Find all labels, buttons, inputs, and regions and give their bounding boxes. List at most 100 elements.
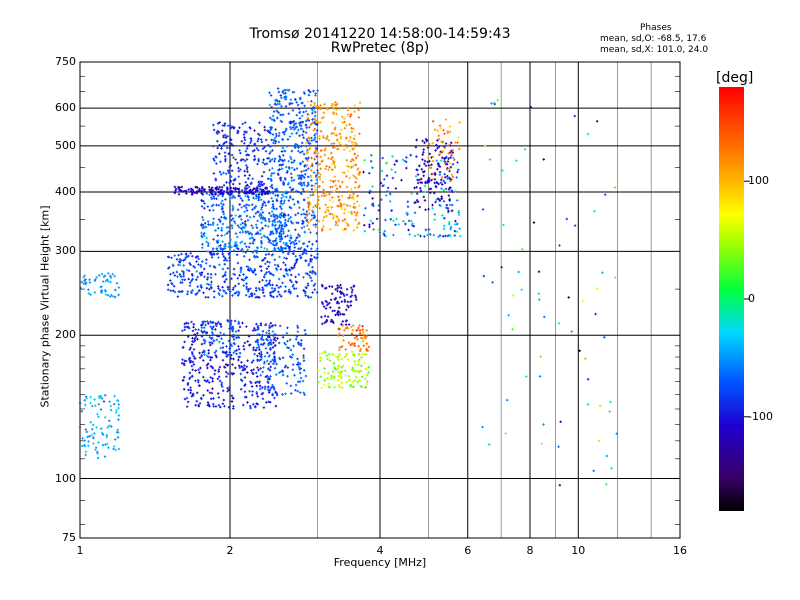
- echo-point: [294, 262, 297, 265]
- echo-point: [173, 254, 176, 257]
- echo-point: [346, 300, 349, 303]
- echo-point: [224, 363, 228, 366]
- echo-point: [383, 178, 386, 181]
- echo-point: [233, 350, 237, 353]
- echo-point: [250, 224, 253, 227]
- echo-point: [450, 141, 453, 144]
- echo-point: [277, 173, 280, 176]
- echo-point: [339, 370, 343, 373]
- echo-point: [247, 265, 250, 269]
- echo-point: [422, 148, 425, 151]
- echo-point: [304, 173, 307, 176]
- echo-point: [237, 329, 240, 332]
- echo-point: [330, 104, 333, 108]
- echo-point: [357, 361, 360, 364]
- echo-point: [242, 133, 246, 136]
- echo-point: [254, 205, 258, 208]
- echo-point: [252, 348, 255, 352]
- echo-point: [323, 321, 326, 324]
- echo-point: [422, 174, 425, 177]
- echo-point: [542, 423, 545, 426]
- echo-point: [271, 158, 274, 161]
- echo-point: [227, 152, 231, 155]
- echo-point: [440, 187, 443, 190]
- echo-point: [309, 296, 313, 299]
- echo-point: [289, 196, 292, 199]
- echo-point: [280, 120, 284, 123]
- echo-point: [440, 195, 443, 198]
- echo-point: [83, 399, 86, 402]
- echo-point: [315, 178, 318, 181]
- echo-point: [426, 160, 429, 164]
- echo-point: [222, 192, 225, 195]
- echo-point: [260, 175, 264, 178]
- echo-point: [304, 374, 308, 378]
- echo-point: [301, 379, 305, 383]
- echo-point: [250, 385, 254, 388]
- echo-point: [223, 263, 226, 266]
- echo-point: [405, 156, 408, 159]
- echo-point: [352, 137, 356, 140]
- echo-point: [187, 388, 190, 392]
- echo-point: [340, 135, 343, 138]
- echo-point: [270, 254, 274, 257]
- echo-point: [614, 276, 617, 279]
- echo-point: [287, 112, 290, 115]
- echo-point: [261, 226, 264, 230]
- echo-point: [204, 222, 207, 225]
- echo-point: [446, 207, 450, 210]
- echo-point: [280, 96, 283, 100]
- echo-point: [195, 278, 198, 281]
- echo-point: [424, 164, 428, 167]
- echo-point: [192, 265, 195, 268]
- echo-point: [256, 333, 259, 336]
- echo-point: [311, 121, 314, 125]
- echo-point: [263, 273, 267, 276]
- echo-point: [520, 288, 523, 291]
- echo-point: [345, 353, 348, 356]
- echo-point: [209, 191, 213, 194]
- echo-point: [327, 372, 330, 375]
- echo-point: [205, 287, 209, 290]
- echo-point: [215, 197, 218, 200]
- echo-point: [248, 343, 252, 346]
- echo-point: [186, 325, 190, 329]
- echo-point: [224, 243, 227, 246]
- echo-point: [185, 396, 189, 400]
- echo-point: [301, 114, 304, 118]
- echo-point: [267, 362, 271, 366]
- echo-point: [223, 259, 226, 262]
- echo-point: [299, 151, 302, 154]
- echo-point: [208, 288, 211, 291]
- echo-point: [190, 395, 194, 398]
- echo-point: [192, 348, 196, 351]
- echo-point: [178, 261, 182, 264]
- echo-point: [266, 260, 269, 263]
- echo-point: [183, 388, 186, 391]
- echo-point: [421, 153, 424, 156]
- echo-point: [265, 331, 268, 335]
- echo-point: [236, 131, 239, 135]
- echo-point: [332, 142, 336, 145]
- echo-point: [276, 337, 279, 340]
- echo-point: [236, 244, 239, 247]
- echo-point: [245, 154, 248, 157]
- echo-point: [423, 199, 427, 202]
- echo-point: [194, 328, 197, 331]
- echo-point: [237, 175, 240, 178]
- echo-point: [230, 400, 234, 403]
- echo-point: [313, 256, 316, 259]
- echo-point: [289, 216, 292, 219]
- echo-point: [192, 355, 195, 358]
- echo-point: [237, 226, 241, 229]
- echo-point: [301, 183, 304, 186]
- echo-point: [305, 214, 309, 217]
- echo-point: [273, 367, 277, 370]
- echo-point: [421, 158, 424, 161]
- echo-point: [307, 156, 310, 159]
- echo-point: [345, 136, 348, 139]
- echo-point: [490, 102, 493, 105]
- echo-point: [222, 398, 225, 402]
- echo-point: [266, 236, 269, 239]
- plot-frame: [79, 61, 681, 539]
